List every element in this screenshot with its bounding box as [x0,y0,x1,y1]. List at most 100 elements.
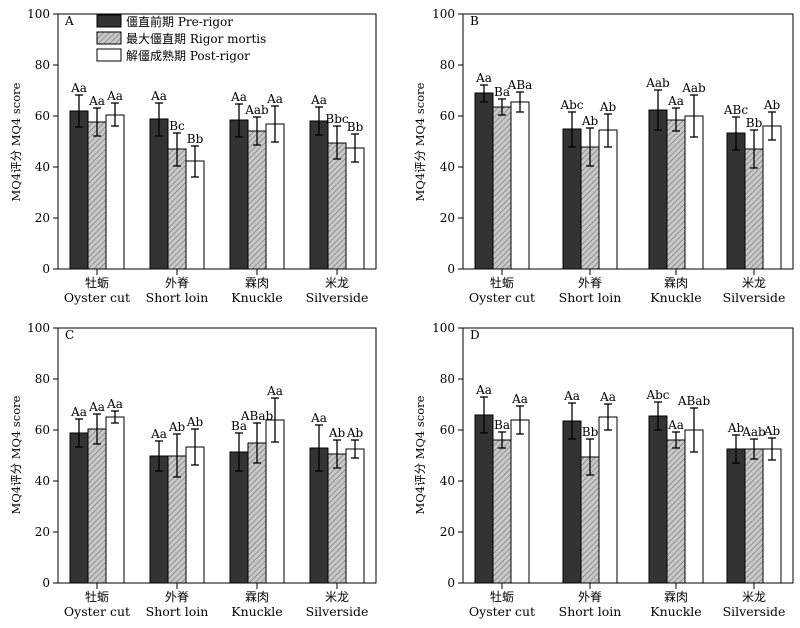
bar [492,106,512,270]
y-axis: 0 20 40 60 80 100 [432,321,463,590]
x-axis: 牡蛎 Oyster cut 外脊 Short loin 霖肉 Knuckle 米… [469,583,785,619]
x-axis: 牡蛎 Oyster cut 外脊 Short loin 霖肉 Knuckle 米… [64,269,368,305]
error-bars [480,84,776,169]
y-tick-label: 60 [440,423,455,437]
bar [345,448,365,584]
x-tick-label: Silverside [723,290,786,305]
bar [474,92,494,270]
bar-label: Aa [88,400,105,414]
error-bar [155,440,163,472]
bar [149,455,169,584]
error-bar [750,129,758,169]
error-bars [75,397,359,478]
error-bar [586,438,594,476]
error-bar [498,431,506,449]
error-bar [480,84,488,103]
bar [327,453,347,584]
x-tick-label: Short loin [559,290,622,305]
y-tick-label: 60 [35,109,50,123]
bar-label: Aa [150,89,167,103]
plot-frame [57,327,377,584]
error-bar [732,434,740,464]
error-bars [75,94,359,178]
bar-label: Aa [150,427,167,441]
bar-label: Bb [746,116,763,130]
bars [474,414,782,584]
y-tick-label: 100 [27,7,50,21]
y-tick-label: 60 [440,109,455,123]
bar [185,446,205,584]
error-bar [654,401,662,431]
legend-label: 僵直前期 Pre-rigor [126,14,233,29]
error-bar [351,133,359,163]
x-tick-label: Oyster cut [469,290,535,305]
y-axis: 0 20 40 60 80 100 [27,321,58,590]
y-tick-label: 80 [35,372,50,386]
x-tick-label: Knuckle [231,604,282,619]
x-axis: 牡蛎 Oyster cut 外脊 Short loin 霖肉 Knuckle 米… [469,269,785,305]
x-axis: 牡蛎 Oyster cut 外脊 Short loin 霖肉 Knuckle 米… [64,583,368,619]
bar-label: Aa [667,94,684,108]
bar-label: Ab [328,426,346,440]
x-tick-label: 牡蛎 [85,589,109,604]
x-tick-label: 外脊 [578,276,602,290]
bar-label: Bb [187,132,204,146]
bar [474,414,494,584]
bar [744,448,764,584]
bar [648,109,668,270]
legend-label: 最大僵直期 Rigor mortis [126,32,266,46]
bar-label: Aa [310,93,327,107]
bar [762,448,782,584]
y-tick-label: 0 [42,576,50,590]
x-tick-label: Knuckle [650,290,701,305]
bar-label: Ab [346,426,364,440]
y-tick-label: 40 [440,474,455,488]
y-tick-label: 20 [35,211,50,225]
y-axis: 0 20 40 60 80 100 [27,7,58,276]
bar [247,442,267,584]
bar [562,128,582,270]
error-bar [768,111,776,141]
y-axis-title: MQ4评分 MQ4 score [413,395,427,514]
error-bar [75,418,83,448]
bar-label: Abc [645,388,669,402]
error-bar [333,439,341,469]
bar [726,448,746,584]
svg-text:MQ4评分 MQ4 score: MQ4评分 MQ4 score [9,395,23,514]
x-tick-label: 牡蛎 [490,275,514,290]
bar-label: Aa [70,405,87,419]
bar-label: Aa [599,390,616,404]
bar-label: Aab [681,81,706,95]
x-tick-label: Knuckle [231,290,282,305]
bar [105,114,125,270]
x-tick-label: 霖肉 [664,590,688,604]
bar-label: Aab [244,103,269,117]
bar-label: Bbc [325,112,349,126]
error-bar [516,91,524,113]
bar [309,120,329,270]
bar [684,115,704,270]
bars [69,416,365,584]
bar-label: Aa [511,392,528,406]
bar-label: Aa [475,71,492,85]
bar-label: Bb [347,120,364,134]
bar [562,420,582,584]
bar [726,132,746,270]
y-tick-label: 0 [447,576,455,590]
y-tick-label: 20 [440,211,455,225]
error-bar [516,405,524,435]
y-tick-label: 100 [27,321,50,335]
bar [229,119,249,270]
bar-label: Aa [667,418,684,432]
bar-label: Ab [168,420,186,434]
error-bar [93,107,101,137]
x-tick-label: 牡蛎 [85,275,109,290]
bar [666,439,686,584]
svg-text:MQ4评分 MQ4 score: MQ4评分 MQ4 score [413,395,427,514]
bar-label: Aab [741,425,766,439]
bar-label: ABa [507,78,533,92]
bar [580,456,600,584]
error-bars [480,396,776,476]
bar [684,429,704,584]
